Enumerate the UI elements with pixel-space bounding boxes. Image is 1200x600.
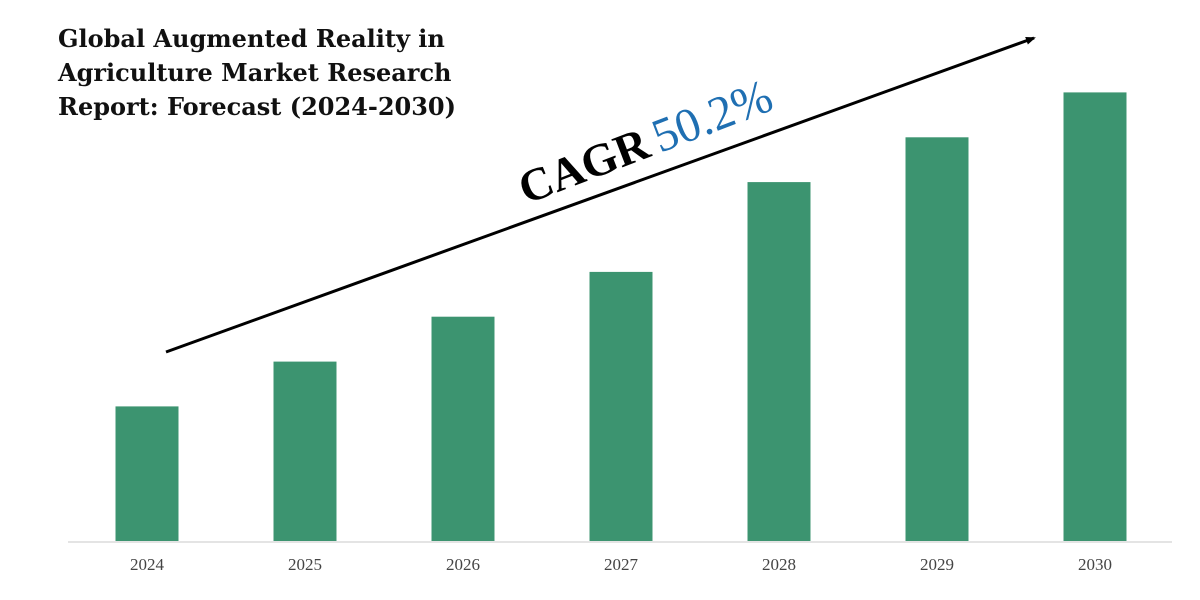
x-tick-label-2024: 2024: [130, 555, 165, 574]
bar-2026: [431, 316, 495, 541]
chart-title: Global Augmented Reality in Agriculture …: [58, 22, 458, 124]
bar-2028: [747, 182, 811, 541]
trend-arrow: [165, 36, 1036, 354]
bars-group: [115, 92, 1127, 542]
bar-2030: [1063, 92, 1127, 542]
chart-title-line-1: Global Augmented Reality in: [58, 24, 445, 53]
bar-2027: [589, 271, 653, 541]
bar-2029: [905, 137, 969, 542]
x-tick-label-2027: 2027: [604, 555, 639, 574]
chart-title-line-3: Report: Forecast (2024-2030): [58, 92, 456, 121]
bar-2025: [273, 361, 337, 541]
x-tick-label-2030: 2030: [1078, 555, 1112, 574]
x-tick-label-2028: 2028: [762, 555, 796, 574]
x-tick-label-2025: 2025: [288, 555, 322, 574]
x-tick-label-2029: 2029: [920, 555, 954, 574]
chart-title-line-2: Agriculture Market Research: [58, 58, 452, 87]
x-tick-label-2026: 2026: [446, 555, 480, 574]
x-tick-labels: 2024 2025 2026 2027 2028 2029 2030: [130, 555, 1112, 574]
bar-2024: [115, 406, 179, 541]
